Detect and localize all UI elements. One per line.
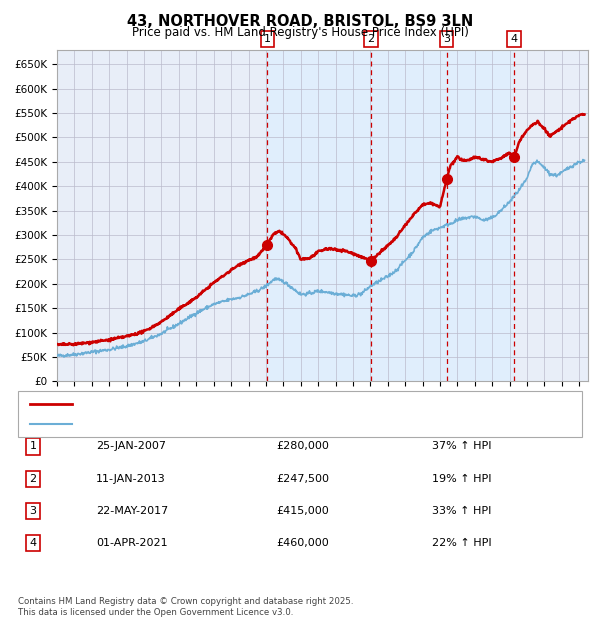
Text: £280,000: £280,000 <box>276 441 329 451</box>
Text: 3: 3 <box>443 34 450 44</box>
Text: £460,000: £460,000 <box>276 538 329 548</box>
Text: HPI: Average price, semi-detached house, City of Bristol: HPI: Average price, semi-detached house,… <box>78 419 370 429</box>
Text: 37% ↑ HPI: 37% ↑ HPI <box>432 441 491 451</box>
Text: 4: 4 <box>29 538 37 548</box>
Text: 19% ↑ HPI: 19% ↑ HPI <box>432 474 491 484</box>
Text: £247,500: £247,500 <box>276 474 329 484</box>
Text: 2: 2 <box>367 34 374 44</box>
Text: 1: 1 <box>263 34 271 44</box>
Text: 25-JAN-2007: 25-JAN-2007 <box>96 441 166 451</box>
Text: 43, NORTHOVER ROAD, BRISTOL, BS9 3LN (semi-detached house): 43, NORTHOVER ROAD, BRISTOL, BS9 3LN (se… <box>78 399 421 409</box>
Text: 1: 1 <box>29 441 37 451</box>
Text: 22-MAY-2017: 22-MAY-2017 <box>96 506 168 516</box>
Text: 11-JAN-2013: 11-JAN-2013 <box>96 474 166 484</box>
Text: 3: 3 <box>29 506 37 516</box>
Text: Contains HM Land Registry data © Crown copyright and database right 2025.
This d: Contains HM Land Registry data © Crown c… <box>18 598 353 617</box>
Text: 01-APR-2021: 01-APR-2021 <box>96 538 167 548</box>
Text: 43, NORTHOVER ROAD, BRISTOL, BS9 3LN: 43, NORTHOVER ROAD, BRISTOL, BS9 3LN <box>127 14 473 29</box>
Bar <box>267 50 514 381</box>
Text: 4: 4 <box>511 34 518 44</box>
Text: Price paid vs. HM Land Registry's House Price Index (HPI): Price paid vs. HM Land Registry's House … <box>131 26 469 39</box>
Text: 2: 2 <box>29 474 37 484</box>
Text: 22% ↑ HPI: 22% ↑ HPI <box>432 538 491 548</box>
Text: 33% ↑ HPI: 33% ↑ HPI <box>432 506 491 516</box>
Text: £415,000: £415,000 <box>276 506 329 516</box>
